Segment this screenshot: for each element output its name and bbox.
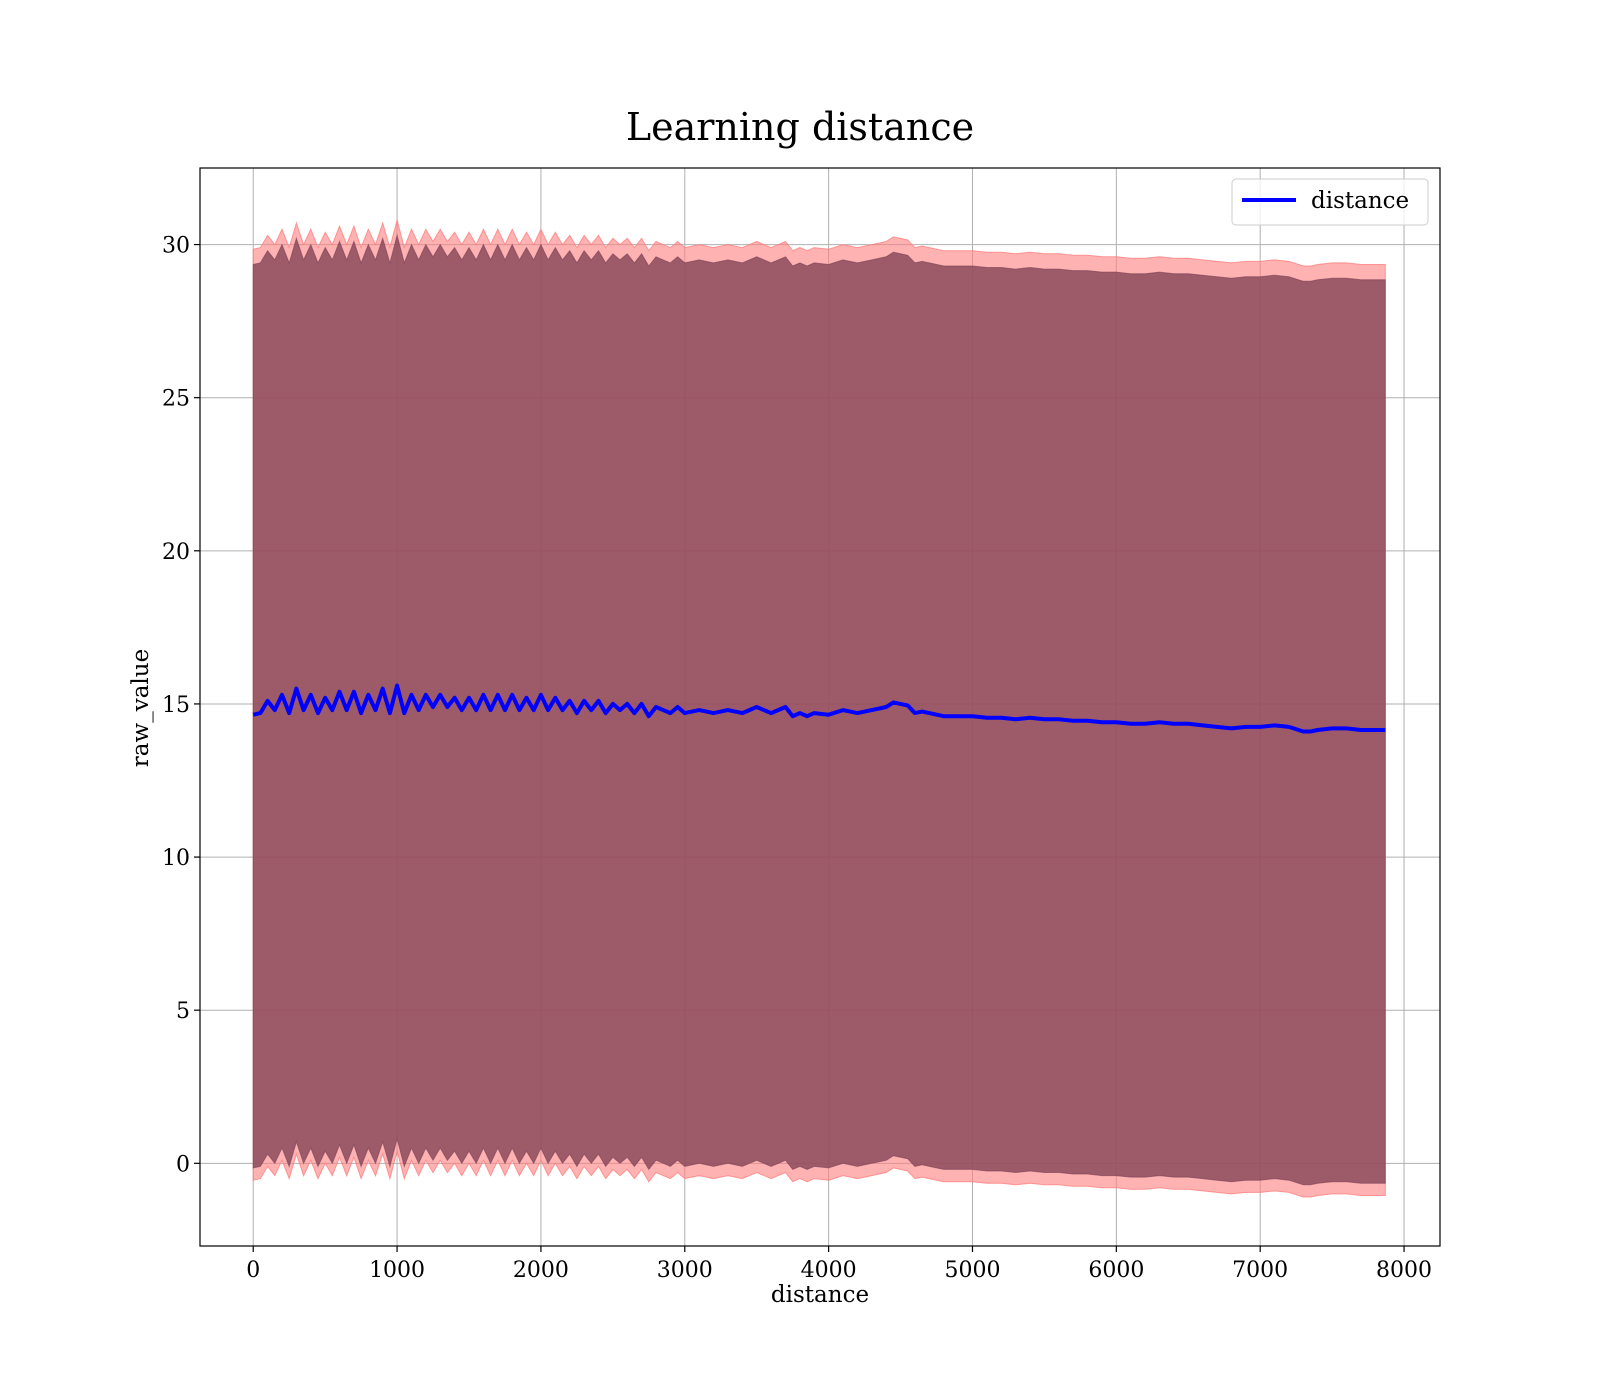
x-tick-label: 4000 [801,1258,857,1283]
plot-frame [199,167,1441,1247]
x-tick-label: 0 [246,1258,260,1283]
legend-box [1231,178,1429,226]
y-tick-label: 25 [162,387,190,412]
series-line-distance [252,683,1386,734]
x-tick-label: 5000 [944,1258,1000,1283]
x-axis-ticks: 0 1000 2000 3000 4000 5000 6000 7000 8000 [246,1246,1432,1283]
x-tick-label: 7000 [1232,1258,1288,1283]
x-tick-label: 6000 [1088,1258,1144,1283]
y-tick-label: 0 [176,1152,190,1177]
x-axis-label: distance [771,1282,869,1308]
series-lines [252,683,1386,734]
chart-title: Learning distance [626,105,974,149]
inner-band [252,233,1386,1186]
y-axis-ticks: 0 5 10 15 20 25 30 [162,234,200,1177]
y-tick-label: 20 [162,540,190,565]
legend-label-distance: distance [1311,188,1409,214]
x-tick-label: 8000 [1376,1258,1432,1283]
legend: distance [1231,178,1429,226]
y-axis-label: raw_value [128,649,154,767]
x-tick-label: 2000 [513,1258,569,1283]
y-tick-label: 30 [162,234,190,259]
y-tick-label: 10 [162,846,190,871]
y-tick-label: 5 [176,999,190,1024]
y-tick-label: 15 [162,693,190,718]
x-tick-label: 1000 [369,1258,425,1283]
x-tick-label: 3000 [657,1258,713,1283]
confidence-bands [252,218,1386,1198]
